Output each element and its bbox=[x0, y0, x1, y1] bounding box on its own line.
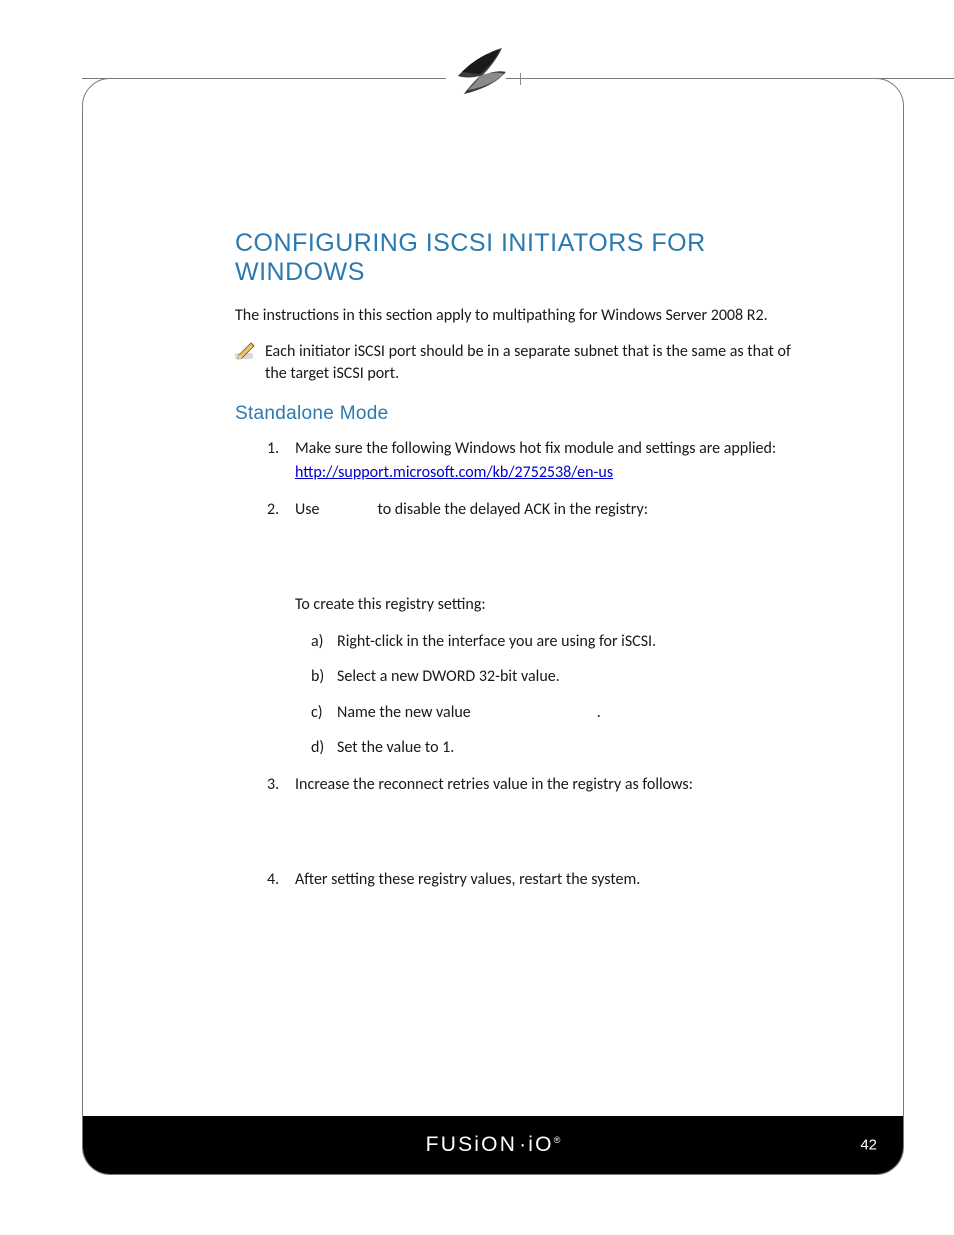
step-4: After setting these registry values, res… bbox=[267, 868, 793, 891]
step-1: Make sure the following Windows hot fix … bbox=[267, 437, 793, 483]
footer-brand-logo: FUSiONiO® bbox=[426, 1133, 561, 1157]
note-callout: Each initiator iSCSI port should be in a… bbox=[235, 341, 793, 386]
substep-b: Select a new DWORD 32-bit value. bbox=[311, 665, 793, 688]
steps-list: Make sure the following Windows hot fix … bbox=[235, 437, 793, 891]
section-subhead: Standalone Mode bbox=[235, 403, 793, 425]
page-content: CONFIGURING ISCSI INITIATORS FOR WINDOWS… bbox=[235, 229, 793, 905]
substep-c-suffix: . bbox=[597, 703, 601, 722]
substep-c-prefix: Name the new value bbox=[337, 703, 471, 722]
step-1-text: Make sure the following Windows hot fix … bbox=[295, 439, 776, 458]
header-tick-mark bbox=[520, 73, 534, 85]
page-number: 42 bbox=[860, 1137, 877, 1154]
page-frame: CONFIGURING ISCSI INITIATORS FOR WINDOWS… bbox=[82, 78, 904, 1175]
pencil-note-icon bbox=[233, 339, 259, 368]
header-logo bbox=[446, 42, 506, 100]
step-2-substeps: Right-click in the interface you are usi… bbox=[295, 630, 793, 759]
substep-d: Set the value to 1. bbox=[311, 736, 793, 759]
kb-link[interactable]: http://support.microsoft.com/kb/2752538/… bbox=[295, 463, 613, 482]
step-2: Use to disable the delayed ACK in the reg… bbox=[267, 498, 793, 759]
step-3: Increase the reconnect retries value in … bbox=[267, 773, 793, 854]
page-title: CONFIGURING ISCSI INITIATORS FOR WINDOWS bbox=[235, 229, 793, 287]
step-2-suffix: to disable the delayed ACK in the regist… bbox=[377, 500, 647, 519]
intro-paragraph: The instructions in this section apply t… bbox=[235, 305, 793, 327]
footer-bar: FUSiONiO® 42 bbox=[83, 1116, 903, 1174]
note-text: Each initiator iSCSI port should be in a… bbox=[265, 341, 793, 386]
substep-c: Name the new value. bbox=[311, 701, 793, 724]
step-3-text: Increase the reconnect retries value in … bbox=[295, 775, 693, 794]
step-2-subintro: To create this registry setting: bbox=[295, 593, 793, 616]
substep-a: Right-click in the interface you are usi… bbox=[311, 630, 793, 653]
step-2-prefix: Use bbox=[295, 500, 319, 519]
